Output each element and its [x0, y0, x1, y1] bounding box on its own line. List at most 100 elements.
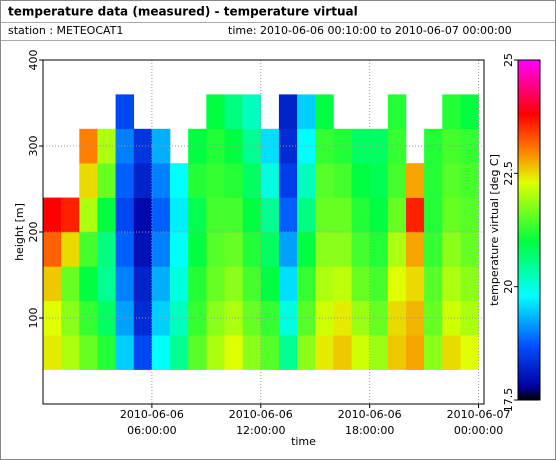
heat-cell [351, 335, 370, 370]
heat-cell [297, 163, 316, 198]
colorbar-tick-label: 20 [502, 280, 515, 294]
heat-cell [387, 163, 407, 198]
heat-cell [260, 232, 280, 267]
plot-frame [42, 59, 485, 405]
heat-cell [97, 197, 116, 233]
heat-cell [79, 163, 98, 198]
heat-cell [333, 128, 352, 164]
heat-cell [115, 197, 135, 233]
heat-cell [242, 232, 262, 267]
heat-cell [133, 163, 153, 198]
heat-cell [79, 232, 98, 267]
heat-cell [224, 128, 243, 164]
heat-cell [297, 266, 316, 302]
heat-cell [260, 300, 280, 336]
heat-cell [351, 300, 370, 336]
colorbar-tick-label: 17.5 [502, 388, 515, 413]
heat-cell [170, 232, 189, 267]
heat-cell [369, 163, 389, 198]
heat-cell [242, 163, 262, 198]
heat-cell [206, 300, 225, 336]
heat-cell [460, 94, 479, 130]
heat-cell [442, 335, 461, 370]
heat-cell [170, 163, 189, 198]
heat-cell [260, 335, 280, 370]
heat-cell [97, 266, 116, 302]
heat-cell [206, 232, 225, 267]
heat-cell [369, 300, 389, 336]
heat-cell [278, 335, 298, 370]
heat-cell [79, 266, 98, 302]
colorbar-tick-label: 22.5 [502, 161, 515, 186]
heat-cell [315, 163, 334, 198]
heat-cell [387, 197, 407, 233]
heat-cell [115, 94, 135, 130]
heat-cell [333, 163, 352, 198]
heat-cell [170, 266, 189, 302]
heat-cell [224, 300, 243, 336]
x-tick-label: 2010-06-06 06:00:00 [120, 408, 184, 437]
heat-cell [460, 266, 479, 302]
heat-cell [405, 163, 425, 198]
heat-cell [369, 266, 389, 302]
heat-cell [61, 197, 80, 233]
heat-cell [170, 335, 189, 370]
heat-cell [369, 128, 389, 164]
heat-cell [442, 163, 461, 198]
heat-cell [460, 197, 479, 233]
colorbar-tick-label: 25 [502, 53, 515, 67]
heat-cell [151, 335, 171, 370]
heat-cell [151, 128, 171, 164]
heat-cell [43, 335, 62, 370]
heat-cell [297, 197, 316, 233]
heat-cell [333, 300, 352, 336]
heat-cell [405, 232, 425, 267]
heat-cell [188, 232, 207, 267]
heat-cell [351, 163, 370, 198]
y-axis-title: height [m] [13, 203, 26, 261]
heat-cell [424, 266, 443, 302]
heat-cell [115, 266, 135, 302]
heat-cell [460, 232, 479, 267]
heat-cell [224, 232, 243, 267]
heat-cell [170, 300, 189, 336]
heat-cell [315, 300, 334, 336]
heat-cell [351, 197, 370, 233]
heat-cell [333, 266, 352, 302]
heat-cell [260, 197, 280, 233]
heat-cell [315, 335, 334, 370]
heat-cell [278, 300, 298, 336]
heat-cell [224, 197, 243, 233]
heat-cell [315, 94, 334, 130]
heat-cell [424, 197, 443, 233]
heat-cell [405, 335, 425, 370]
heat-cell [333, 232, 352, 267]
heat-cell [260, 128, 280, 164]
heat-cell [133, 197, 153, 233]
heat-cell [224, 266, 243, 302]
heat-cell [151, 163, 171, 198]
heat-cell [206, 128, 225, 164]
heat-cell [188, 300, 207, 336]
heat-cell [151, 232, 171, 267]
heat-cell [278, 232, 298, 267]
heat-cell [242, 128, 262, 164]
heat-cell [206, 163, 225, 198]
heat-cell [278, 94, 298, 130]
heat-cell [351, 232, 370, 267]
heat-cell [242, 300, 262, 336]
heat-cell [424, 163, 443, 198]
heat-cell [206, 94, 225, 130]
heat-cell [61, 232, 80, 267]
heat-cell [297, 128, 316, 164]
heat-cell [97, 335, 116, 370]
heat-cell [206, 266, 225, 302]
colorbar-title: temperature virtual [deg C] [488, 154, 501, 306]
heat-cell [387, 266, 407, 302]
heat-cell [224, 335, 243, 370]
heat-cell [188, 266, 207, 302]
heat-cell [242, 94, 262, 130]
heat-cell [278, 197, 298, 233]
heat-cell [151, 197, 171, 233]
